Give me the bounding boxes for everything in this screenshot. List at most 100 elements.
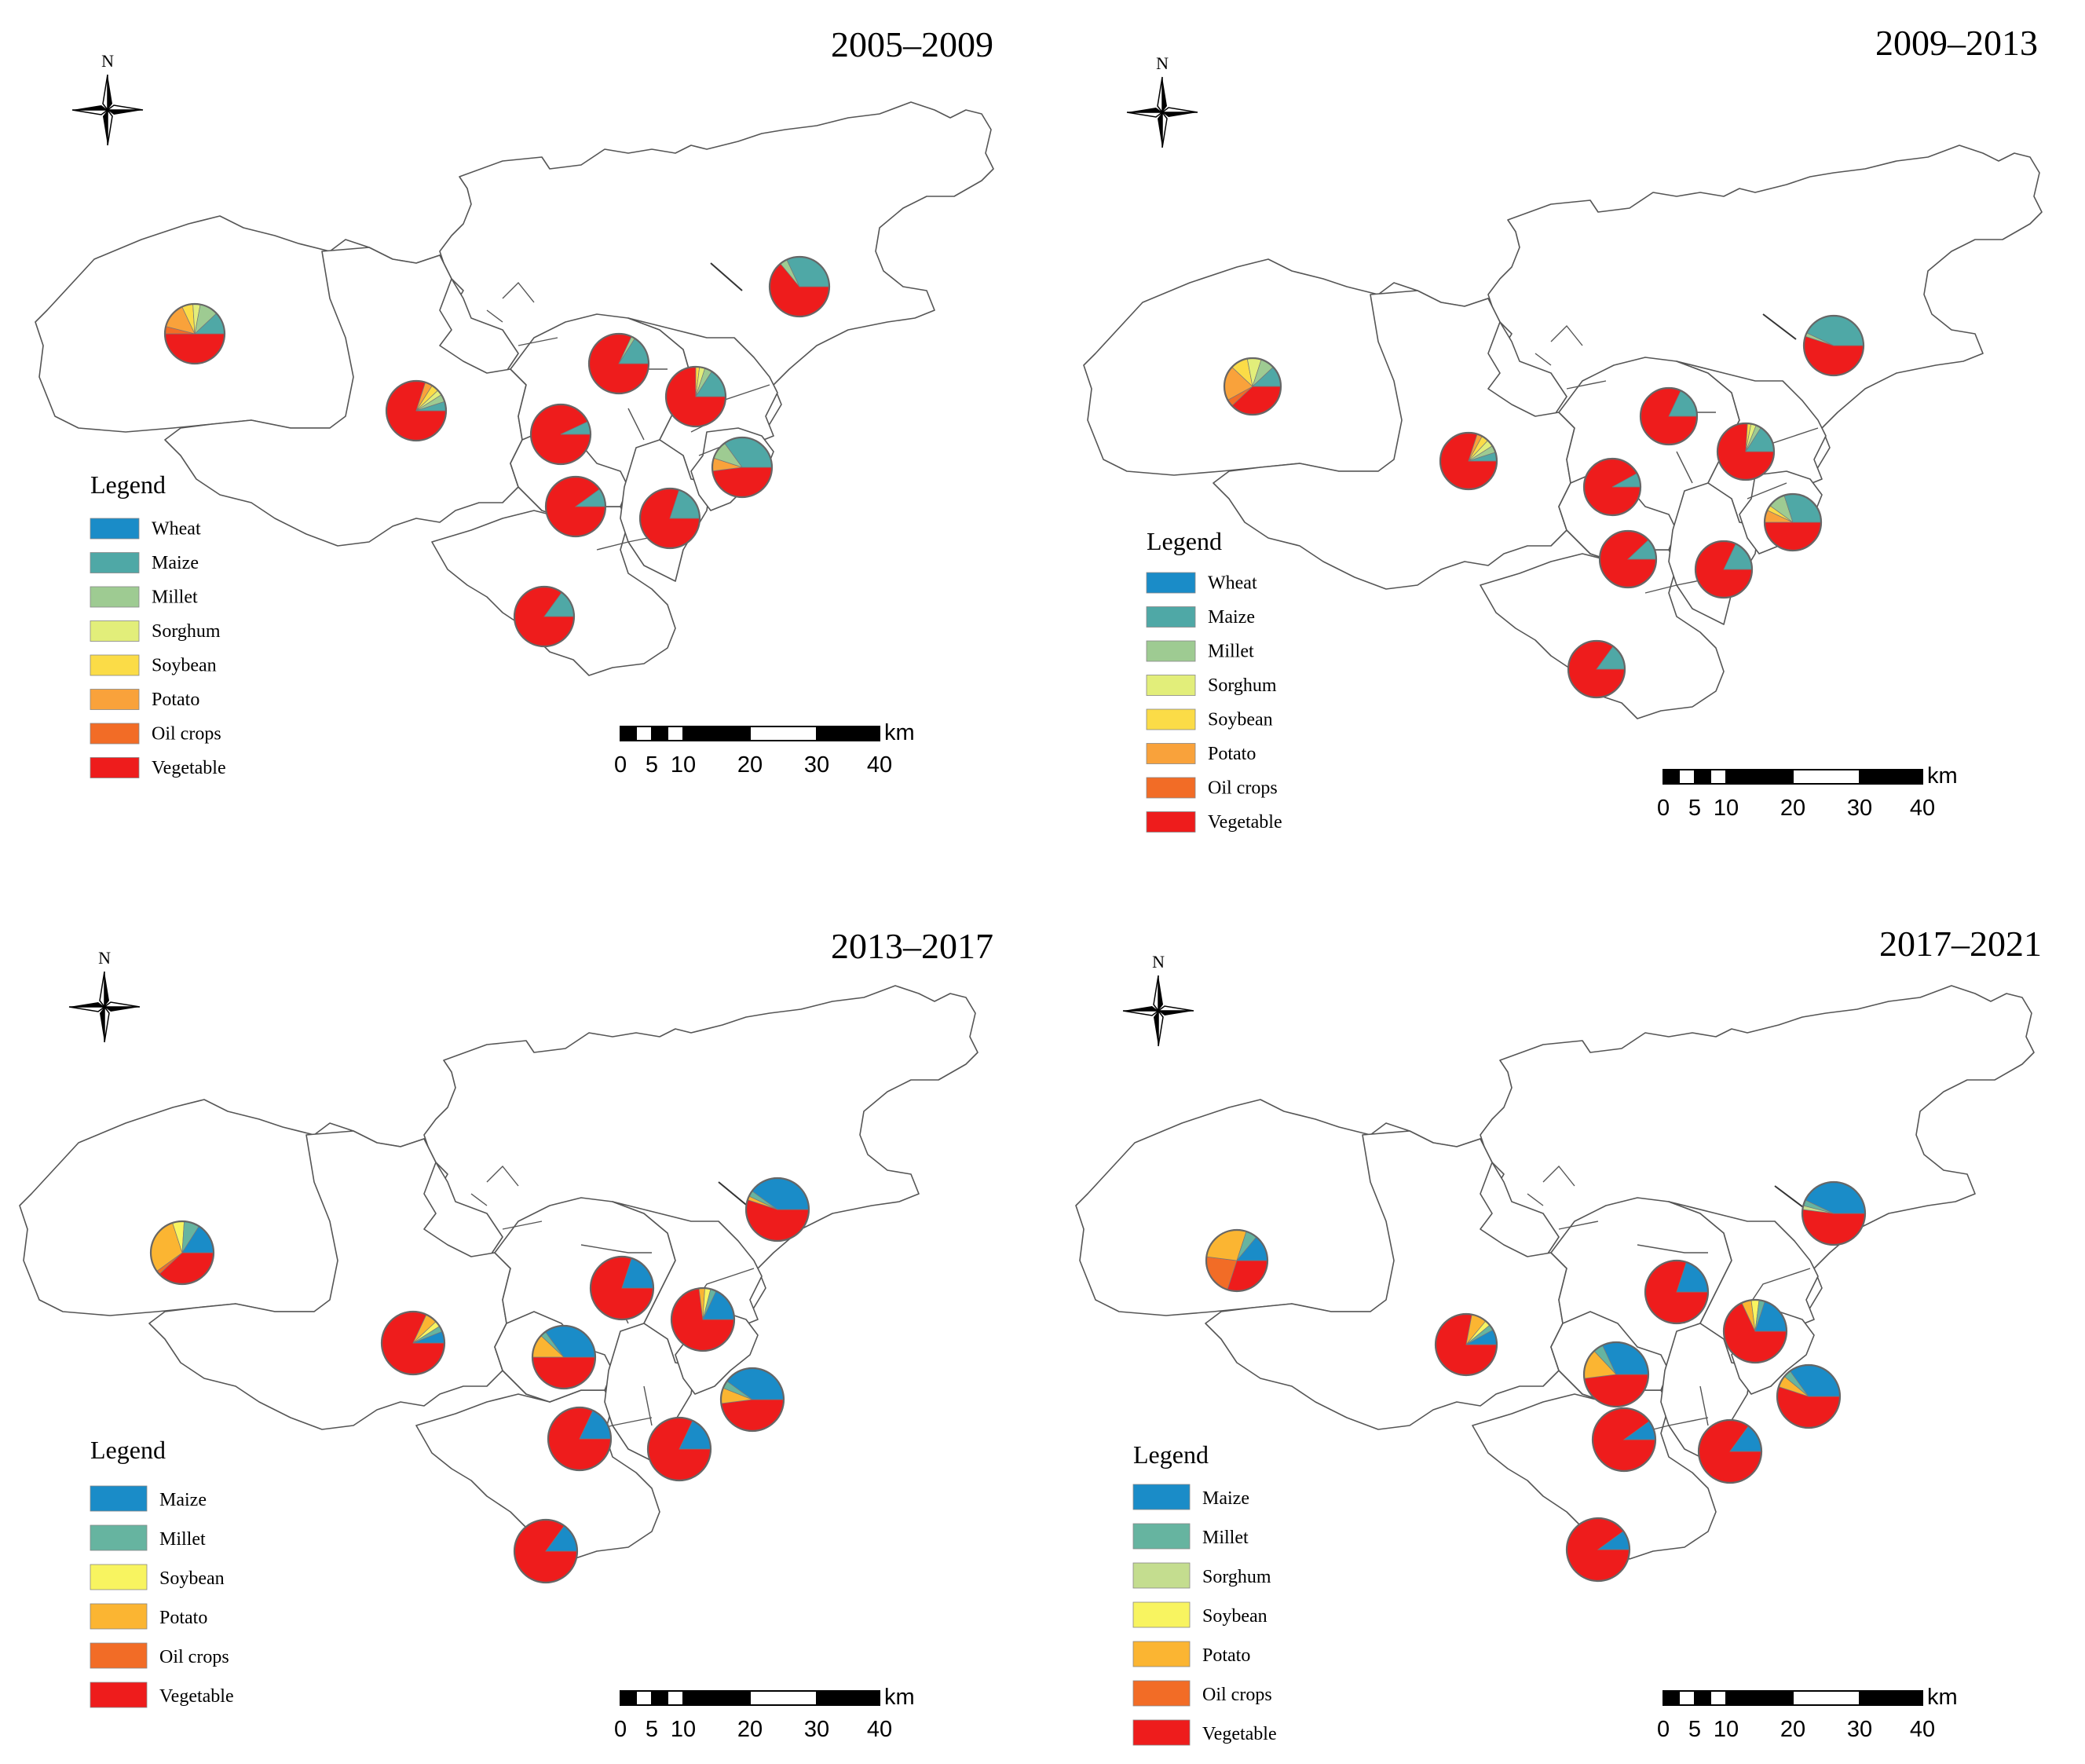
north-arrow-icon: N [71,51,144,146]
legend-swatch-vegetable [1146,811,1196,833]
scale-segment [1710,769,1727,785]
legend-swatch-millet [1146,640,1196,662]
legend: Legend Wheat Maize Millet Sorghum Soybean Pot… [1146,527,1282,833]
legend-label-soybean: Soybean [1208,709,1273,730]
scale-tick-label: 40 [867,752,892,778]
legend-swatch-oil-crops [1132,1680,1191,1707]
legend-label-millet: Millet [152,587,198,607]
pie-chart [646,1416,712,1482]
pie-chart [149,1220,215,1286]
legend-label-millet: Millet [1208,641,1254,661]
pie-outline [1223,357,1282,416]
legend-swatch-vegetable [90,757,140,778]
pie-outline [1694,540,1754,599]
pie-chart [1223,357,1282,416]
north-letter: N [101,51,114,71]
pie-chart [1722,1298,1788,1364]
panel-2013-2017: 2013–2017 N Legend Maize Millet Soybean Pot… [19,926,993,1742]
north-arrow-icon: N [1126,53,1198,148]
pie-chart [1582,1341,1650,1408]
legend-swatch-wheat [90,518,140,540]
scale-tick-label: 5 [1688,796,1701,821]
pie-outline [638,487,701,550]
scale-segment [1663,1690,1680,1706]
pie-outline [380,1310,446,1376]
scale-segment [816,726,880,741]
leader-line [1774,1185,1807,1210]
pie-chart [1801,1180,1867,1246]
scale-tick-label: 10 [1714,796,1739,821]
pie-chart [1763,492,1823,552]
legend-swatch-millet [90,1524,148,1551]
legend-label-oil-crops: Oil crops [152,723,221,744]
legend-label-vegetable: Vegetable [1208,812,1282,833]
legend-label-soybean: Soybean [159,1568,225,1589]
pie-chart [638,487,701,550]
legend-swatch-sorghum [1132,1562,1191,1589]
pie-outline [587,332,650,395]
scale-segment [1859,769,1923,785]
scale-segment [1792,1690,1860,1706]
scale-tick-label: 0 [1657,1717,1670,1742]
pie-chart [589,1255,655,1321]
panel-title: 2017–2021 [1879,924,2042,964]
legend-label-millet: Millet [1202,1528,1249,1548]
scale-tick-label: 5 [646,1717,658,1742]
legend-label-wheat: Wheat [152,518,201,539]
pie-chart [1439,431,1498,491]
legend-label-oil-crops: Oil crops [1202,1685,1272,1705]
legend-label-maize: Maize [1202,1488,1249,1509]
legend-swatch-potato [1132,1641,1191,1667]
legend-swatch-maize [90,552,140,573]
scale-tick-label: 40 [867,1717,892,1742]
pie-outline [1722,1298,1788,1364]
pie-outline [646,1416,712,1482]
scale-tick-label: 40 [1910,1717,1935,1742]
pie-chart [1565,1517,1631,1583]
scale-tick-label: 10 [671,1717,696,1742]
scale-tick-label: 30 [804,752,829,778]
pie-layer [163,255,831,648]
pie-outline [744,1177,810,1242]
scale-bar: km 0 5 10 20 30 40 [1657,1685,1958,1742]
pie-outline [1763,492,1823,552]
pie-chart [664,365,727,428]
pie-outline [547,1406,613,1472]
legend-title: Legend [1147,527,1222,555]
pie-chart [768,255,831,318]
scale-unit: km [1927,1685,1958,1710]
legend-swatch-millet [90,586,140,608]
scale-segment [682,726,751,741]
pie-chart [1582,457,1642,517]
pie-outline [1582,457,1642,517]
pie-outline [1644,1259,1710,1325]
pie-chart [719,1367,785,1433]
scale-segment [1859,1690,1923,1706]
legend-swatch-potato [1146,743,1196,764]
legend-label-vegetable: Vegetable [1202,1724,1277,1744]
legend-swatch-sorghum [1146,675,1196,696]
pie-chart [380,1310,446,1376]
scale-bar: km 0 5 10 20 30 40 [614,1685,915,1742]
legend-swatch-soybean [90,1564,148,1590]
county-boundaries [1083,145,2043,719]
legend-title: Legend [90,470,166,499]
pie-chart [1567,639,1626,699]
pie-layer [149,1177,810,1584]
scale-tick-label: 10 [1714,1717,1739,1742]
pie-outline [1567,639,1626,699]
scale-segment [749,1690,818,1706]
scale-tick-label: 20 [737,1717,763,1742]
scale-tick-label: 30 [804,1717,829,1742]
legend-swatch-vegetable [1132,1719,1191,1746]
pie-outline [664,365,727,428]
pie-outline [1434,1312,1498,1377]
scale-tick-label: 20 [737,752,763,778]
north-arrow-icon: N [1122,952,1194,1047]
scale-bar: km 0 5 10 20 30 40 [614,720,915,778]
legend-swatch-oil-crops [1146,777,1196,799]
pie-chart [1639,386,1699,446]
scale-tick-label: 0 [614,1717,627,1742]
pie-chart [587,332,650,395]
leader-line [1762,313,1797,340]
